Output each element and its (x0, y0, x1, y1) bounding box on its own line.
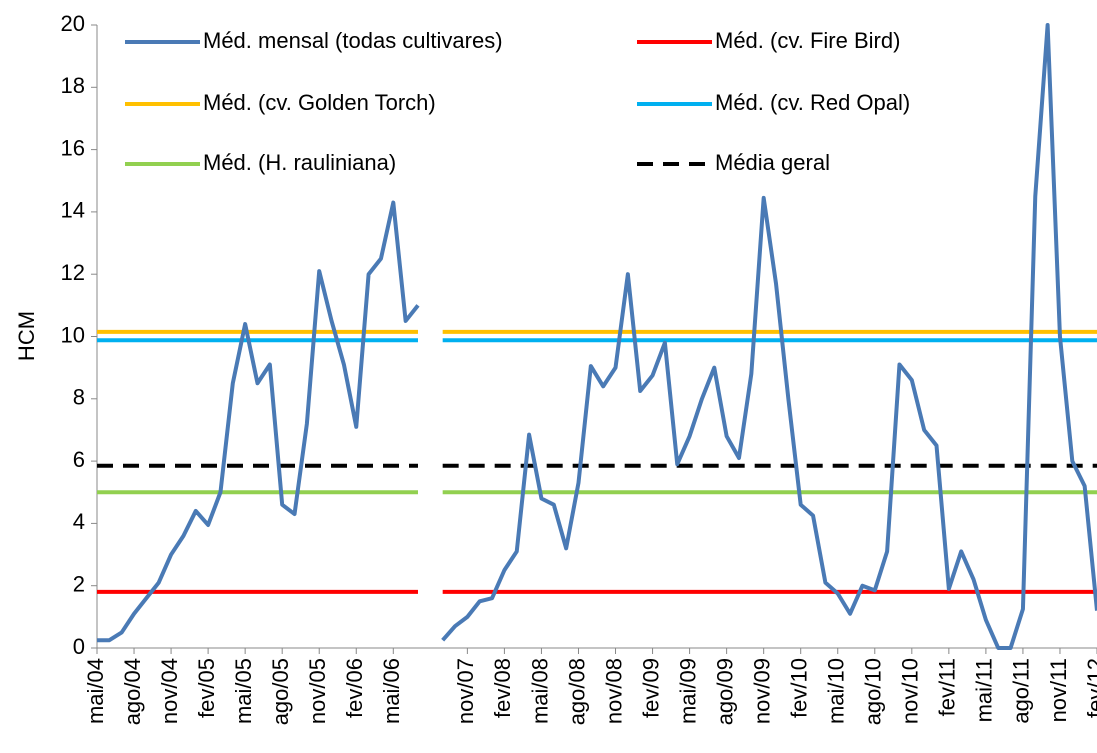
x-tick-label: fev/09 (638, 658, 663, 718)
y-tick-label: 16 (61, 135, 85, 160)
x-tick-label: mai/08 (527, 658, 552, 724)
legend-label: Méd. (cv. Golden Torch) (203, 90, 436, 115)
legend-label: Méd. mensal (todas cultivares) (203, 28, 503, 53)
x-tick-label: fev/12 (1083, 658, 1097, 718)
y-tick-label: 10 (61, 322, 85, 347)
x-tick-label: mai/05 (231, 658, 256, 724)
x-tick-label: mai/10 (824, 658, 849, 724)
x-tick-label: ago/09 (712, 658, 737, 725)
x-tick-label: ago/10 (861, 658, 886, 725)
x-tick-label: fev/05 (194, 658, 219, 718)
x-tick-label: nov/05 (305, 658, 330, 724)
x-tick-label: fev/06 (342, 658, 367, 718)
x-tick-label: mai/09 (675, 658, 700, 724)
y-tick-label: 20 (61, 11, 85, 36)
y-axis-label: HCM (14, 311, 39, 361)
x-tick-label: mai/11 (972, 658, 997, 722)
y-tick-label: 6 (73, 447, 85, 472)
x-tick-label: nov/07 (453, 658, 478, 724)
x-tick-label: fev/08 (490, 658, 515, 718)
y-tick-label: 2 (73, 572, 85, 597)
x-tick-label: nov/08 (601, 658, 626, 724)
x-tick-label: nov/09 (749, 658, 774, 724)
legend-label: Méd. (H. rauliniana) (203, 150, 396, 175)
y-tick-label: 18 (61, 73, 85, 98)
x-tick-label: ago/05 (268, 658, 293, 725)
x-tick-label: ago/11 (1009, 658, 1034, 724)
x-tick-label: mai/04 (83, 658, 108, 724)
x-tick-label: fev/10 (787, 658, 812, 718)
y-tick-label: 14 (61, 198, 85, 223)
x-tick-label: fev/11 (935, 658, 960, 716)
legend-label: Méd. (cv. Fire Bird) (715, 28, 900, 53)
y-tick-label: 4 (73, 509, 85, 534)
x-tick-label: nov/04 (157, 658, 182, 724)
x-tick-label: ago/08 (564, 658, 589, 725)
x-tick-label: nov/10 (898, 658, 923, 724)
x-tick-label: ago/04 (120, 658, 145, 725)
x-tick-label: nov/11 (1046, 658, 1071, 722)
legend-label: Méd. (cv. Red Opal) (715, 90, 910, 115)
legend-label: Média geral (715, 150, 830, 175)
data-line (97, 23, 1097, 650)
y-tick-label: 12 (61, 260, 85, 285)
y-tick-label: 8 (73, 385, 85, 410)
y-tick-label: 0 (73, 634, 85, 659)
x-tick-label: mai/06 (379, 658, 404, 724)
